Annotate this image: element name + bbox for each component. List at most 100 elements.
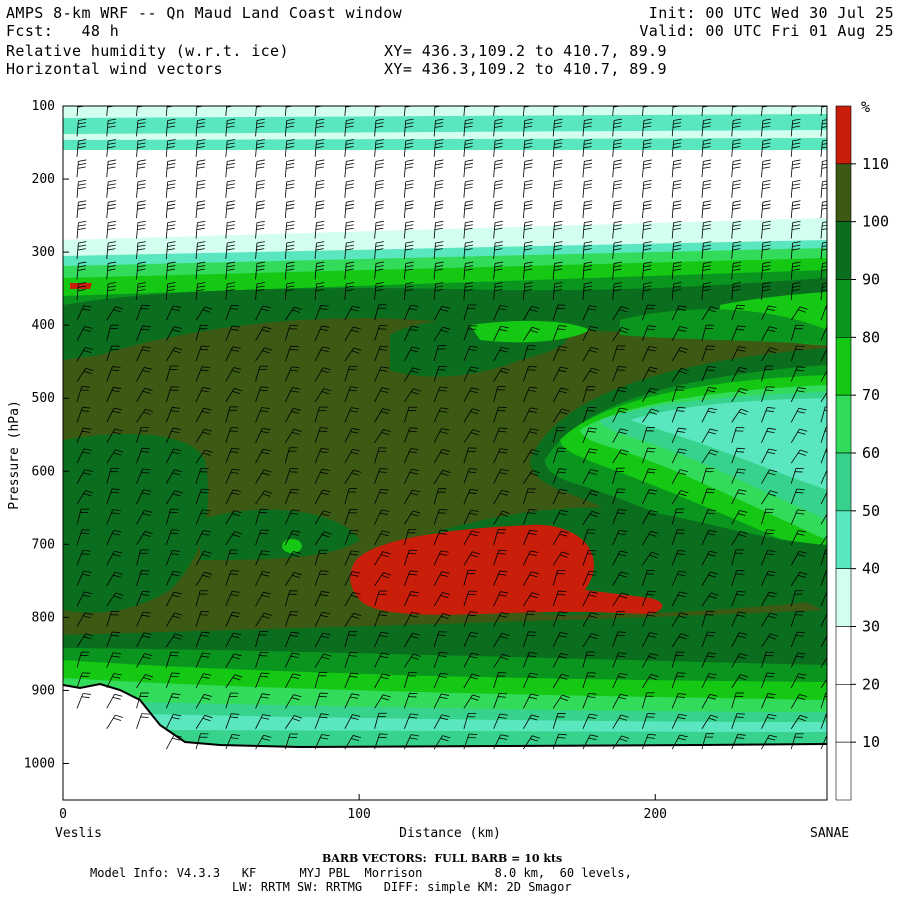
wind-barb bbox=[76, 529, 90, 546]
wind-barb bbox=[374, 387, 390, 403]
wind-barb bbox=[582, 159, 593, 178]
wind-barb bbox=[612, 467, 625, 484]
wind-barb bbox=[761, 713, 777, 729]
wind-barb bbox=[433, 529, 449, 546]
wind-barb bbox=[165, 200, 176, 219]
wind-barb bbox=[225, 510, 242, 525]
wind-barb bbox=[761, 326, 778, 341]
wind-barb bbox=[523, 282, 533, 300]
rh-left-dark-green bbox=[63, 434, 209, 613]
colorbar-swatch bbox=[835, 568, 852, 627]
wind-barb bbox=[701, 449, 719, 464]
wind-barb bbox=[671, 713, 687, 729]
wind-barb bbox=[523, 118, 533, 137]
wind-barb bbox=[463, 429, 481, 444]
wind-barb bbox=[731, 713, 745, 729]
wind-barb bbox=[790, 387, 806, 403]
wind-barb bbox=[403, 139, 414, 157]
wind-barb bbox=[284, 241, 295, 260]
wind-barb bbox=[790, 200, 801, 219]
wind-barb bbox=[761, 490, 778, 505]
wind-barb bbox=[225, 674, 243, 689]
wind-barb bbox=[433, 652, 448, 668]
wind-barb bbox=[433, 345, 447, 362]
colorbar-swatch bbox=[835, 510, 852, 569]
wind-barb bbox=[671, 651, 685, 668]
wind-barb bbox=[612, 327, 630, 341]
wind-barb bbox=[493, 118, 503, 137]
wind-barb bbox=[523, 159, 533, 178]
wind-barb bbox=[344, 241, 355, 260]
wind-barb bbox=[255, 591, 272, 607]
wind-barb bbox=[671, 139, 682, 157]
wind-barb bbox=[701, 345, 715, 362]
wind-barb bbox=[374, 509, 390, 525]
wind-barb bbox=[642, 304, 656, 321]
wind-barb bbox=[255, 200, 265, 219]
wind-barb bbox=[195, 200, 206, 219]
wind-barb bbox=[106, 592, 124, 607]
wind-barb bbox=[76, 490, 94, 505]
wind-barb bbox=[165, 220, 176, 239]
wind-barb bbox=[374, 572, 392, 586]
colorbar-swatch bbox=[835, 279, 852, 338]
wind-barb bbox=[314, 200, 325, 219]
wind-barb bbox=[225, 653, 242, 668]
wind-barb bbox=[165, 591, 182, 607]
wind-barb bbox=[403, 118, 414, 137]
wind-barb bbox=[552, 387, 569, 403]
wind-barb bbox=[463, 325, 478, 341]
wind-barb bbox=[195, 673, 212, 689]
colorbar-unit: % bbox=[861, 98, 870, 116]
wind-barb bbox=[552, 632, 568, 648]
wind-barb bbox=[523, 365, 537, 382]
wind-barb bbox=[671, 406, 686, 423]
wind-barb bbox=[433, 735, 451, 750]
colorbar-level-label: 90 bbox=[862, 271, 880, 289]
wind-barb bbox=[106, 652, 121, 668]
wind-barb bbox=[433, 508, 448, 525]
wind-barb bbox=[612, 735, 630, 750]
wind-barb bbox=[671, 672, 686, 689]
wind-barb bbox=[463, 509, 479, 525]
wind-barb bbox=[433, 220, 444, 239]
wind-barb bbox=[493, 386, 506, 403]
wind-barb bbox=[582, 529, 596, 546]
wind-barb bbox=[76, 179, 87, 198]
wind-barb bbox=[76, 118, 87, 137]
wind-barb bbox=[463, 220, 474, 239]
wind-barb bbox=[195, 610, 209, 627]
wind-barb bbox=[225, 590, 240, 607]
wind-barb bbox=[314, 632, 331, 648]
wind-barb bbox=[701, 139, 712, 157]
wind-barb bbox=[255, 529, 270, 546]
wind-barb bbox=[582, 734, 599, 750]
wind-barb bbox=[284, 509, 300, 525]
init-time: Init: 00 UTC Wed 30 Jul 25 bbox=[648, 4, 894, 22]
wind-barb bbox=[493, 489, 510, 505]
wind-barb bbox=[612, 631, 626, 648]
wind-barb bbox=[136, 632, 152, 648]
wind-barb bbox=[284, 118, 295, 137]
wind-barb bbox=[731, 510, 748, 525]
wind-barb bbox=[76, 448, 92, 464]
wind-barb bbox=[642, 632, 658, 648]
wind-barb bbox=[225, 387, 243, 403]
wind-barb bbox=[761, 529, 775, 546]
xy-range-2: XY= 436.3,109.2 to 410.7, 89.9 bbox=[384, 60, 667, 78]
wind-barb bbox=[493, 529, 507, 546]
wind-barb bbox=[790, 550, 807, 566]
wind-barb bbox=[374, 694, 391, 709]
wind-barb bbox=[731, 427, 745, 443]
wind-barb bbox=[582, 261, 593, 280]
wind-barb bbox=[671, 529, 686, 546]
wind-barb bbox=[463, 387, 480, 403]
wind-barb bbox=[820, 678, 827, 689]
wind-barb bbox=[314, 692, 329, 709]
wind-barb bbox=[701, 571, 719, 586]
wind-barb bbox=[552, 304, 566, 321]
wind-barb bbox=[225, 282, 236, 300]
wind-barb bbox=[463, 261, 474, 280]
wind-barb bbox=[255, 305, 271, 321]
wind-barb bbox=[790, 139, 801, 157]
